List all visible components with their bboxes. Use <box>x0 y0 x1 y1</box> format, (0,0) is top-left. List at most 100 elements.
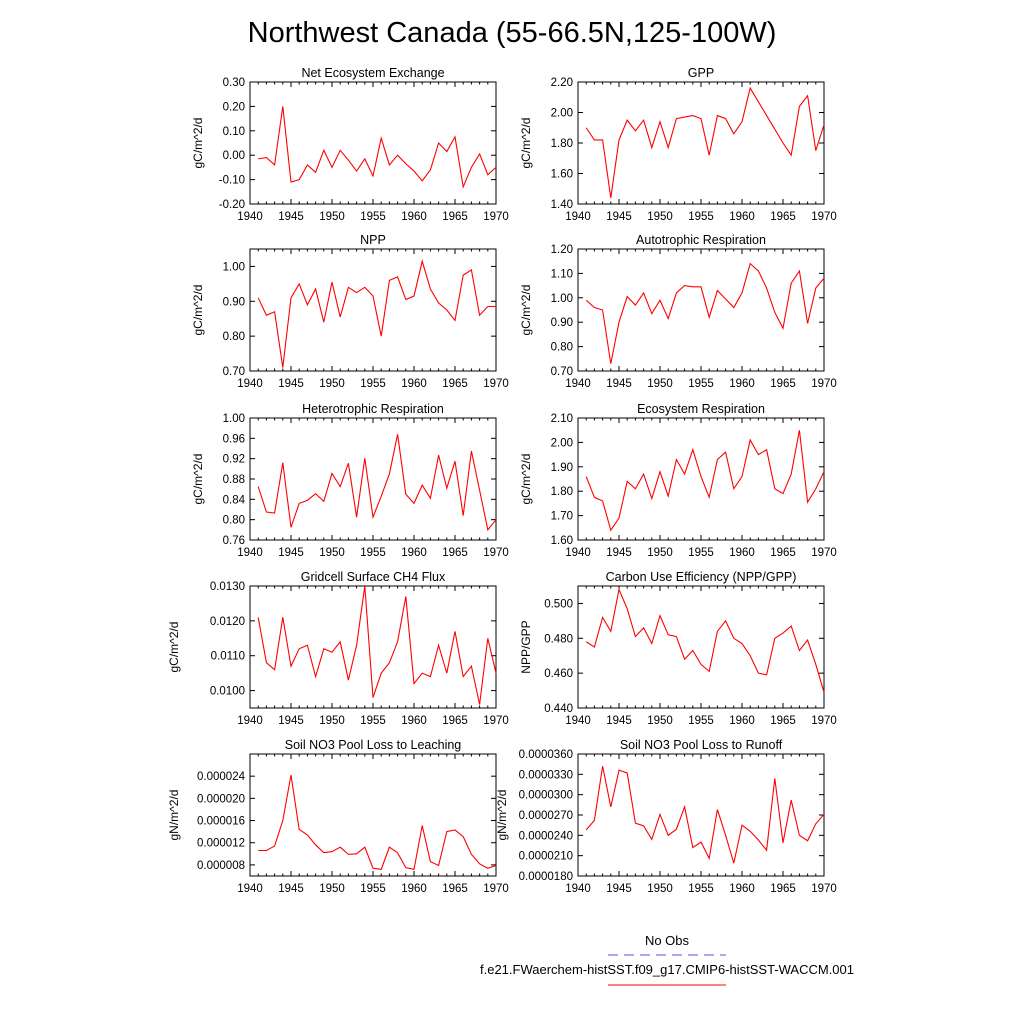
x-tick-label: 1950 <box>647 211 673 223</box>
series-line <box>258 106 497 189</box>
x-tick-label: 1960 <box>401 211 427 223</box>
x-tick-label: 1965 <box>770 883 796 895</box>
y-tick-label: 0.0000180 <box>519 871 573 883</box>
y-axis-label: gN/m^2/d <box>167 790 181 841</box>
y-tick-label: 1.60 <box>551 169 573 181</box>
panel-title: Soil NO3 Pool Loss to Leaching <box>285 738 462 752</box>
panel-9: Soil NO3 Pool Loss to Runoff 1940 1945 1950… <box>495 738 837 895</box>
y-tick-label: 2.20 <box>551 77 573 89</box>
panel-6: Gridcell Surface CH4 Flux 1940 1945 1950 195… <box>167 570 509 727</box>
panel-title: Net Ecosystem Exchange <box>301 66 444 80</box>
x-tick-label: 1970 <box>483 715 509 727</box>
plot-frame <box>249 753 497 877</box>
panel-title: Heterotrophic Respiration <box>302 402 444 416</box>
x-tick-label: 1960 <box>729 547 755 559</box>
y-tick-label: 0.000008 <box>197 860 245 872</box>
x-tick-label: 1965 <box>442 715 468 727</box>
y-tick-label: 0.0000330 <box>519 769 573 781</box>
y-axis-label: gC/m^2/d <box>519 454 533 505</box>
x-tick-label: 1945 <box>606 715 632 727</box>
panel-2: NPP 1940 1945 1950 1955 1960 1965 1970 0.70 0.80 0… <box>191 233 509 390</box>
panel-5: Ecosystem Respiration 1940 1945 1950 1955 196… <box>519 402 837 559</box>
y-axis-label: gC/m^2/d <box>191 118 205 169</box>
y-tick-label: 0.0100 <box>210 686 245 698</box>
y-tick-label: 0.20 <box>223 101 245 113</box>
x-tick-label: 1955 <box>360 715 386 727</box>
legend-obs-label: No Obs <box>645 933 690 948</box>
x-tick-label: 1950 <box>319 211 345 223</box>
x-tick-label: 1940 <box>237 883 263 895</box>
x-tick-label: 1950 <box>319 547 345 559</box>
series-line <box>257 259 496 368</box>
x-tick-label: 1955 <box>688 547 714 559</box>
x-tick-label: 1945 <box>278 715 304 727</box>
x-tick-label: 1955 <box>688 715 714 727</box>
y-tick-label: 1.90 <box>551 462 573 474</box>
x-tick-label: 1950 <box>647 378 673 390</box>
x-tick-label: 1960 <box>729 883 755 895</box>
y-tick-label: 0.000020 <box>197 793 245 805</box>
y-tick-label: 2.00 <box>551 437 573 449</box>
x-tick-label: 1955 <box>360 883 386 895</box>
x-tick-label: 1950 <box>319 715 345 727</box>
y-tick-label: 0.500 <box>544 598 573 610</box>
y-tick-label: 2.10 <box>551 413 573 425</box>
plot-frame <box>577 248 825 372</box>
x-tick-label: 1940 <box>565 378 591 390</box>
panel-title: Ecosystem Respiration <box>637 402 765 416</box>
y-tick-label: 0.0120 <box>210 616 245 628</box>
y-tick-label: 0.0000240 <box>519 830 573 842</box>
x-tick-label: 1955 <box>360 211 386 223</box>
y-tick-label: 0.70 <box>551 366 573 378</box>
x-tick-label: 1970 <box>811 211 837 223</box>
x-tick-label: 1955 <box>688 378 714 390</box>
y-tick-label: 0.0000300 <box>519 790 573 802</box>
y-tick-label: 0.30 <box>223 77 245 89</box>
x-tick-label: 1945 <box>606 547 632 559</box>
y-tick-label: 0.90 <box>223 296 245 308</box>
x-tick-label: 1955 <box>360 547 386 559</box>
y-tick-label: 1.40 <box>551 199 573 211</box>
y-tick-label: 0.460 <box>544 668 573 680</box>
panel-title: Carbon Use Efficiency (NPP/GPP) <box>606 570 797 584</box>
plot-frame <box>249 417 497 541</box>
x-tick-label: 1945 <box>278 378 304 390</box>
series-line <box>257 585 497 705</box>
y-tick-label: 0.76 <box>223 535 245 547</box>
x-tick-label: 1965 <box>442 211 468 223</box>
y-tick-label: 0.000024 <box>197 771 246 783</box>
series-line <box>257 434 497 532</box>
y-tick-label: 0.84 <box>223 494 246 506</box>
x-tick-label: 1965 <box>770 378 796 390</box>
y-tick-label: 0.000012 <box>197 838 245 850</box>
y-tick-label: 0.00 <box>223 150 245 162</box>
x-tick-label: 1945 <box>278 211 304 223</box>
x-tick-label: 1970 <box>811 883 837 895</box>
y-tick-label: 0.440 <box>544 703 573 715</box>
x-tick-label: 1965 <box>442 883 468 895</box>
series-line <box>585 262 825 364</box>
x-tick-label: 1970 <box>483 547 509 559</box>
y-tick-label: 1.00 <box>223 413 245 425</box>
x-tick-label: 1965 <box>770 211 796 223</box>
x-tick-label: 1940 <box>565 715 591 727</box>
x-tick-label: 1960 <box>401 378 427 390</box>
x-tick-label: 1940 <box>237 547 263 559</box>
y-axis-label: NPP/GPP <box>519 620 533 673</box>
x-tick-label: 1940 <box>237 211 263 223</box>
x-tick-label: 1950 <box>319 883 345 895</box>
y-tick-label: 1.80 <box>551 138 573 150</box>
x-tick-label: 1965 <box>770 547 796 559</box>
x-tick-label: 1960 <box>401 715 427 727</box>
panel-7: Carbon Use Efficiency (NPP/GPP) 1940 1945 1… <box>519 570 837 727</box>
series-line <box>585 587 825 693</box>
y-tick-label: 1.10 <box>551 268 573 280</box>
x-tick-label: 1950 <box>647 547 673 559</box>
x-tick-label: 1960 <box>729 378 755 390</box>
y-tick-label: 0.90 <box>551 317 573 329</box>
series-line <box>585 430 825 532</box>
x-tick-label: 1945 <box>606 883 632 895</box>
x-tick-label: 1955 <box>688 211 714 223</box>
x-tick-label: 1970 <box>483 378 509 390</box>
